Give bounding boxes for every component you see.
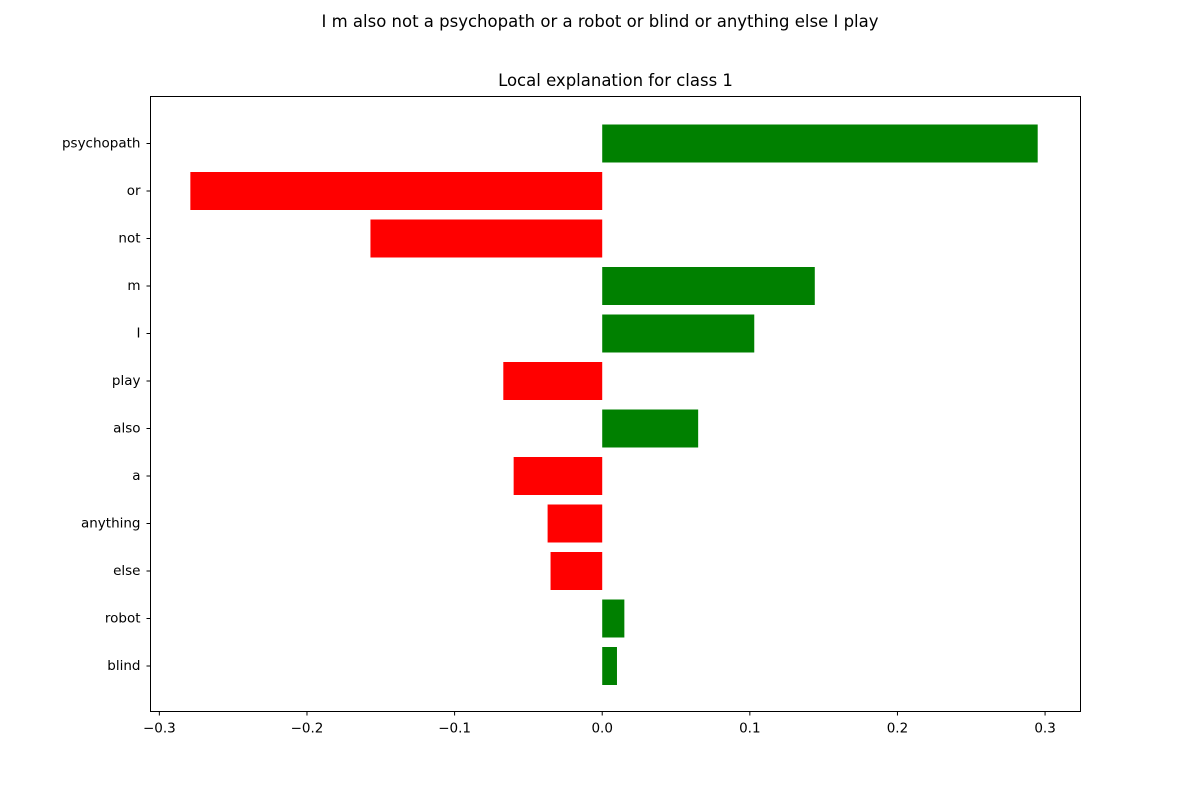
y-tick-label: m [127, 278, 140, 294]
axes-frame [150, 96, 1081, 712]
y-tick-label: anything [81, 516, 141, 532]
bar-not [370, 219, 603, 258]
x-tick-label: −0.3 [143, 721, 176, 737]
bar-also [602, 409, 699, 448]
x-tick-label: 0.2 [887, 721, 908, 737]
figure-suptitle: I m also not a psychopath or a robot or … [321, 12, 879, 31]
x-tick-label: 0.1 [739, 721, 760, 737]
bar-or [190, 172, 603, 210]
y-tick-label: play [112, 373, 141, 389]
x-tick-label: −0.2 [291, 721, 324, 737]
y-tick-label: a [132, 468, 140, 484]
y-tick-label: else [113, 563, 140, 579]
bar-play [503, 362, 603, 400]
y-tick-label: I [137, 326, 141, 342]
bar-blind [602, 647, 617, 685]
chart-title: Local explanation for class 1 [498, 71, 733, 90]
x-tick-label: 0.3 [1034, 721, 1055, 737]
bar-anything [547, 504, 603, 543]
bar-else [550, 552, 603, 590]
x-axis-ticks: −0.3 −0.2 −0.1 0.0 0.1 0.2 0.3 [143, 711, 1056, 737]
y-tick-label: not [118, 231, 140, 247]
y-tick-label: robot [105, 611, 141, 627]
bar-i [602, 314, 755, 353]
y-tick-label: or [127, 183, 141, 199]
bar-m [602, 267, 815, 305]
bar-a [513, 457, 603, 495]
x-tick-label: 0.0 [591, 721, 612, 737]
bar-robot [602, 599, 625, 638]
y-tick-label: blind [107, 658, 140, 674]
bars-group [190, 124, 1038, 685]
y-tick-label: psychopath [62, 136, 141, 152]
bar-psychopath [602, 124, 1038, 163]
y-tick-label: also [113, 421, 140, 437]
x-tick-label: −0.1 [438, 721, 471, 737]
